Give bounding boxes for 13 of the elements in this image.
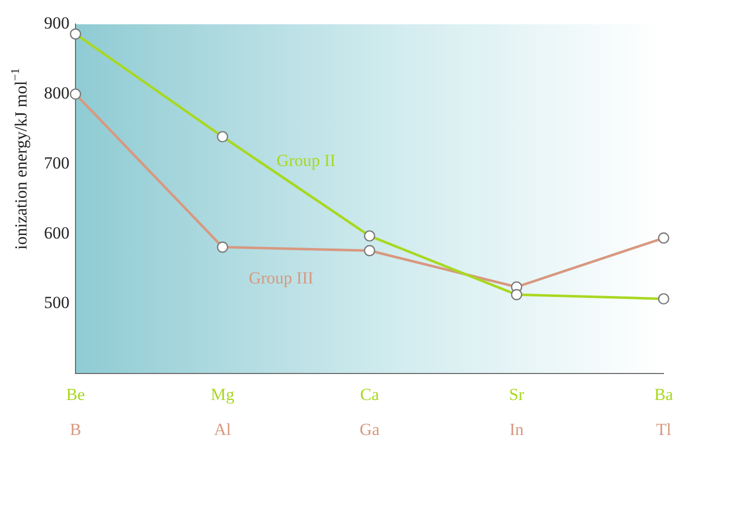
y-tick-label: 900 [44, 14, 70, 33]
series-label: Group II [276, 150, 336, 170]
x-tick-label: Sr In [509, 385, 524, 440]
x-tick-label: Ba Tl [654, 385, 674, 440]
y-tick-label: 800 [44, 84, 70, 103]
y-axis-title: ionization energy/kJ mol−1 [8, 68, 30, 250]
x-tick-label: Mg Al [210, 385, 235, 440]
y-tick-label: 700 [44, 153, 70, 172]
y-tick-label: 600 [44, 223, 70, 242]
series-label: Group III [248, 268, 314, 288]
x-tick-label: Be B [66, 385, 85, 440]
x-tick-label: Ca Ga [360, 385, 380, 440]
y-tick-label: 500 [44, 293, 70, 312]
